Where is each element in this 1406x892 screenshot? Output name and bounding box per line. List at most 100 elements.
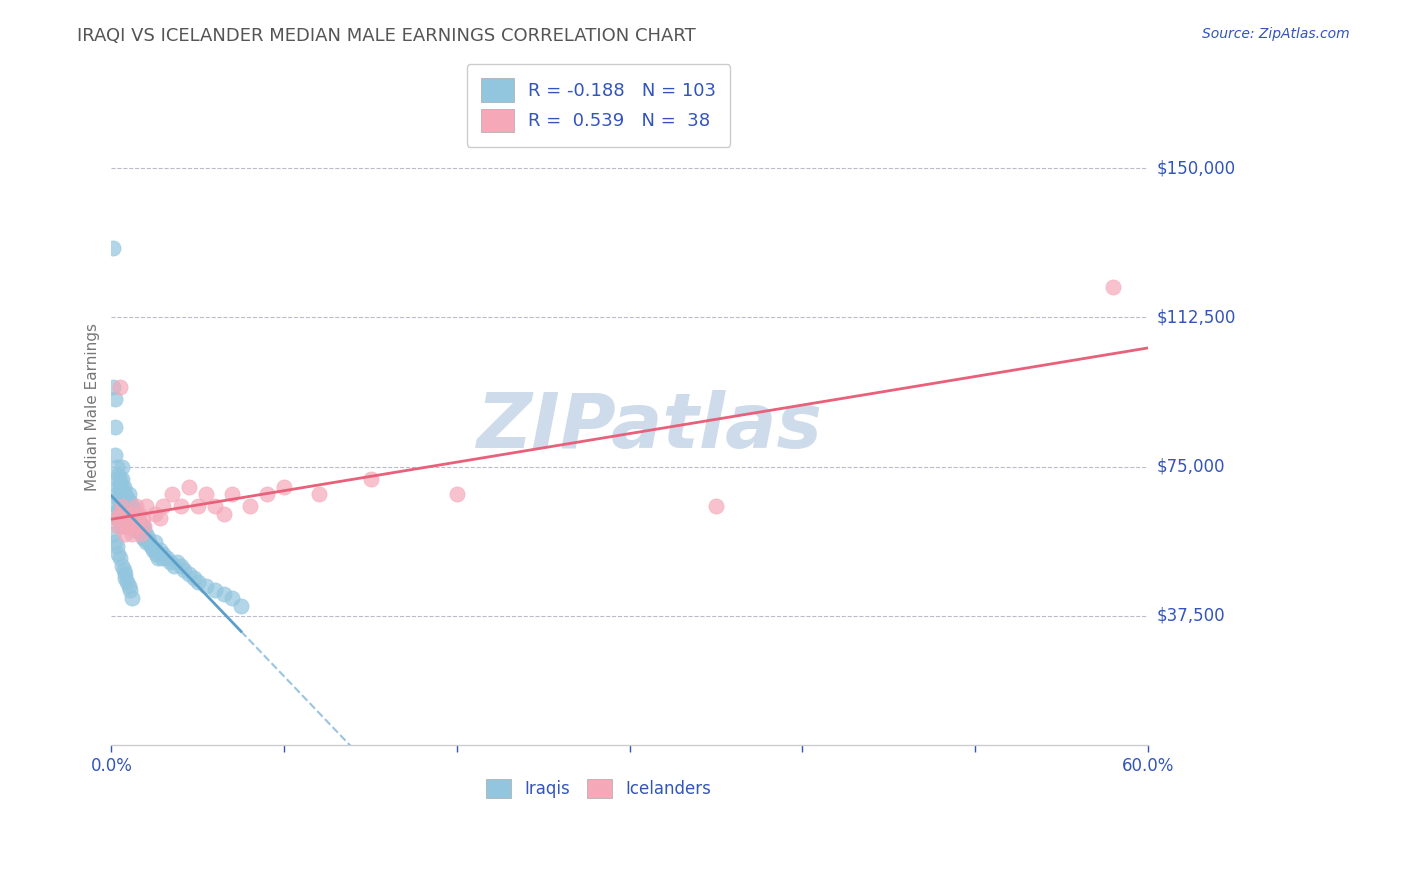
Text: ZIPatlas: ZIPatlas [478, 390, 824, 464]
Point [108, 519, 131, 533]
Point [156, 551, 179, 566]
Point [127, 519, 149, 533]
Point [120, 582, 142, 597]
Point [107, 467, 129, 482]
Point [101, 380, 124, 394]
Point [104, 419, 127, 434]
Point [108, 511, 131, 525]
Point [195, 579, 218, 593]
Point [139, 539, 162, 553]
Point [160, 487, 183, 501]
Point [111, 503, 134, 517]
Point [229, 599, 252, 613]
Point [121, 519, 143, 533]
Point [134, 519, 156, 533]
Point [107, 491, 129, 506]
Point [121, 591, 143, 605]
Point [112, 519, 135, 533]
Point [204, 582, 226, 597]
Point [124, 500, 146, 514]
Point [115, 575, 138, 590]
Point [108, 491, 131, 506]
Point [195, 487, 218, 501]
Point [129, 519, 152, 533]
Point [360, 472, 382, 486]
Point [142, 543, 165, 558]
Point [212, 508, 235, 522]
Point [120, 503, 142, 517]
Point [112, 500, 135, 514]
Point [115, 511, 138, 525]
Point [118, 579, 141, 593]
Point [169, 559, 191, 574]
Text: $150,000: $150,000 [1157, 159, 1236, 177]
Point [121, 527, 143, 541]
Text: $37,500: $37,500 [1157, 607, 1225, 625]
Point [204, 500, 226, 514]
Point [446, 487, 468, 501]
Point [134, 524, 156, 538]
Point [105, 500, 128, 514]
Point [121, 500, 143, 514]
Point [183, 571, 205, 585]
Point [145, 547, 167, 561]
Point [118, 519, 141, 533]
Point [112, 479, 135, 493]
Point [114, 567, 136, 582]
Point [152, 547, 174, 561]
Point [143, 508, 166, 522]
Point [308, 487, 330, 501]
Point [112, 511, 135, 525]
Point [127, 519, 149, 533]
Point [120, 495, 142, 509]
Point [105, 539, 128, 553]
Point [187, 575, 209, 590]
Point [114, 487, 136, 501]
Text: IRAQI VS ICELANDER MEDIAN MALE EARNINGS CORRELATION CHART: IRAQI VS ICELANDER MEDIAN MALE EARNINGS … [77, 27, 696, 45]
Point [143, 543, 166, 558]
Point [135, 527, 157, 541]
Point [150, 551, 173, 566]
Point [111, 500, 134, 514]
Point [108, 508, 131, 522]
Point [131, 519, 153, 533]
Point [107, 519, 129, 533]
Point [149, 543, 172, 558]
Point [120, 516, 142, 530]
Point [138, 535, 160, 549]
Point [115, 491, 138, 506]
Text: $112,500: $112,500 [1157, 309, 1236, 326]
Point [112, 519, 135, 533]
Point [1102, 280, 1125, 294]
Point [114, 527, 136, 541]
Point [131, 511, 153, 525]
Point [221, 591, 243, 605]
Point [118, 500, 141, 514]
Point [152, 500, 174, 514]
Text: $75,000: $75,000 [1157, 458, 1225, 475]
Point [114, 571, 136, 585]
Point [107, 503, 129, 517]
Point [179, 479, 201, 493]
Point [129, 527, 152, 541]
Point [121, 511, 143, 525]
Point [107, 479, 129, 493]
Point [146, 551, 169, 566]
Point [159, 555, 181, 569]
Point [134, 531, 156, 545]
Point [128, 516, 150, 530]
Point [143, 535, 166, 549]
Point [118, 511, 141, 525]
Point [149, 511, 172, 525]
Point [122, 511, 145, 525]
Point [104, 392, 127, 406]
Point [221, 487, 243, 501]
Point [118, 519, 141, 533]
Point [112, 563, 135, 577]
Point [107, 547, 129, 561]
Point [129, 527, 152, 541]
Point [101, 241, 124, 255]
Point [114, 519, 136, 533]
Point [105, 459, 128, 474]
Point [111, 491, 134, 506]
